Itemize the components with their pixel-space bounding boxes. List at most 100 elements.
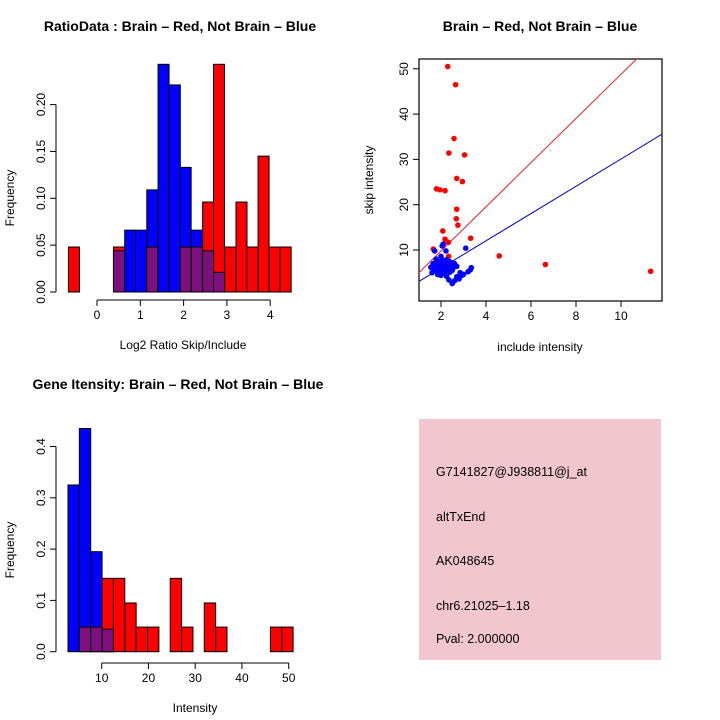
scatter-point-brain_red bbox=[453, 206, 460, 213]
scatter-point-brain_red bbox=[647, 268, 654, 275]
ratio-histogram-panel: RatioData : Brain – Red, Not Brain – Blu… bbox=[3, 18, 316, 352]
scatter-point-brain_red bbox=[467, 235, 474, 242]
hist-bar-not_brain_blue bbox=[157, 63, 170, 293]
hist-bar-brain_red bbox=[203, 602, 217, 653]
pval-text: Pval: 2.000000 bbox=[436, 632, 519, 646]
hist-bar-brain_red bbox=[281, 626, 294, 653]
y-tick-label: 10 bbox=[397, 243, 411, 257]
scatter-point-brain_red bbox=[440, 228, 446, 234]
hist-bar-overlap_purple bbox=[78, 626, 92, 653]
fit-line-not_brain_fit bbox=[418, 134, 662, 283]
hist-bar-brain_red bbox=[181, 626, 194, 653]
scatter-point-not_brain_blue bbox=[431, 248, 438, 254]
y-tick-label: 0.00 bbox=[34, 280, 48, 304]
hist-bar-brain_red bbox=[224, 246, 237, 293]
hist-bar-brain_red bbox=[67, 246, 80, 293]
y-tick-label: 0.0 bbox=[34, 643, 48, 660]
gene-histogram-title: Gene Itensity: Brain – Red, Not Brain – … bbox=[33, 376, 324, 392]
gene-info-panel: G7141827@J938811@j_at altTxEnd AK048645 … bbox=[419, 419, 661, 660]
scatter-point-brain_red bbox=[461, 152, 468, 158]
y-tick-label: 0.10 bbox=[34, 186, 48, 210]
ratio-histogram-xlabel: Log2 Ratio Skip/Include bbox=[120, 338, 247, 352]
scatter-point-brain_red bbox=[444, 63, 451, 70]
intensity-scatter-title: Brain – Red, Not Brain – Blue bbox=[443, 18, 638, 34]
y-tick-label: 30 bbox=[397, 152, 411, 166]
scatter-point-not_brain_blue bbox=[446, 277, 452, 283]
y-tick-label: 0.05 bbox=[34, 233, 48, 257]
hist-bar-brain_red bbox=[212, 63, 225, 293]
scatter-point-brain_red bbox=[437, 186, 443, 193]
scatter-point-brain_red bbox=[455, 222, 461, 228]
scatter-point-not_brain_blue bbox=[453, 263, 460, 270]
scatter-point-brain_red bbox=[452, 81, 459, 88]
hist-bar-brain_red bbox=[124, 602, 137, 653]
y-tick-label: 0.15 bbox=[34, 139, 48, 163]
x-tick-label: 10 bbox=[95, 671, 109, 685]
hist-bar-overlap_purple bbox=[146, 246, 159, 293]
hist-bar-brain_red bbox=[269, 626, 283, 653]
hist-bar-brain_red bbox=[147, 626, 160, 653]
scatter-point-brain_red bbox=[453, 215, 460, 222]
intensity-scatter-panel: Brain – Red, Not Brain – Blue skip inten… bbox=[362, 18, 663, 354]
y-tick-label: 0.1 bbox=[34, 592, 48, 609]
y-tick-label: 0.20 bbox=[34, 93, 48, 117]
hist-bar-brain_red bbox=[257, 155, 270, 293]
x-tick-label: 8 bbox=[573, 309, 580, 323]
hist-bar-overlap_purple bbox=[212, 271, 225, 293]
scatter-point-brain_red bbox=[445, 239, 452, 246]
hist-bar-brain_red bbox=[215, 626, 228, 653]
x-tick-label: 3 bbox=[224, 308, 231, 322]
scatter-point-brain_red bbox=[496, 253, 503, 259]
hist-bar-brain_red bbox=[268, 246, 281, 293]
gene-histogram-xlabel: Intensity bbox=[173, 701, 218, 715]
y-tick-label: 50 bbox=[397, 62, 411, 76]
hist-bar-overlap_purple bbox=[179, 246, 192, 293]
x-tick-label: 20 bbox=[142, 671, 156, 685]
hist-bar-not_brain_blue bbox=[168, 84, 181, 293]
scatter-point-not_brain_blue bbox=[440, 241, 447, 247]
ratio-histogram-plot: 0.00 0.05 0.10 0.15 0.20 0 1 2 3 4 bbox=[34, 63, 292, 322]
y-tick-label: 40 bbox=[397, 107, 411, 121]
fit-line-brain_fit bbox=[418, 58, 638, 274]
scatter-point-not_brain_blue bbox=[468, 264, 475, 271]
y-tick-label: 0.3 bbox=[34, 489, 48, 506]
scatter-point-not_brain_blue bbox=[460, 271, 467, 278]
x-tick-label: 4 bbox=[267, 308, 274, 322]
x-tick-label: 50 bbox=[282, 671, 296, 685]
hist-bar-brain_red bbox=[112, 577, 126, 653]
intensity-scatter-ylabel: skip intensity bbox=[362, 146, 376, 215]
x-tick-label: 4 bbox=[483, 309, 490, 323]
hist-bar-brain_red bbox=[246, 246, 259, 293]
locus-text: chr6.21025–1.18 bbox=[436, 599, 530, 613]
x-tick-label: 10 bbox=[614, 309, 628, 323]
scatter-point-brain_red bbox=[442, 187, 448, 194]
gene-histogram-plot: 0.0 0.1 0.2 0.3 0.4 10 20 30 40 50 bbox=[34, 428, 296, 685]
hist-bar-not_brain_blue bbox=[67, 484, 80, 653]
y-tick-label: 0.2 bbox=[34, 540, 48, 557]
probe-id-text: G7141827@J938811@j_at bbox=[436, 465, 587, 479]
scatter-point-not_brain_blue bbox=[451, 278, 458, 284]
ratio-histogram-title: RatioData : Brain – Red, Not Brain – Blu… bbox=[44, 18, 316, 34]
x-tick-label: 6 bbox=[528, 309, 535, 323]
hist-bar-brain_red bbox=[235, 201, 248, 293]
scatter-point-brain_red bbox=[446, 150, 452, 156]
scatter-point-brain_red bbox=[453, 175, 460, 182]
intensity-scatter-plot: 2 4 6 8 10 10 20 30 40 50 bbox=[397, 58, 663, 323]
x-tick-label: 30 bbox=[189, 671, 203, 685]
scatter-point-brain_red bbox=[542, 261, 549, 268]
scatter-point-not_brain_blue bbox=[462, 245, 469, 251]
hist-bar-overlap_purple bbox=[190, 246, 203, 293]
scatter-point-brain_red bbox=[459, 178, 466, 185]
ratio-histogram-ylabel: Frequency bbox=[3, 170, 17, 227]
y-tick-label: 0.4 bbox=[34, 438, 48, 455]
hist-bar-brain_red bbox=[169, 577, 183, 653]
gene-info-background bbox=[419, 419, 661, 660]
x-tick-label: 2 bbox=[438, 309, 445, 323]
hist-bar-not_brain_blue bbox=[124, 229, 137, 293]
hist-bar-not_brain_blue bbox=[135, 229, 148, 293]
intensity-scatter-xlabel: include intensity bbox=[497, 340, 582, 354]
hist-bar-overlap_purple bbox=[202, 250, 215, 293]
x-tick-label: 2 bbox=[180, 308, 187, 322]
gene-histogram-panel: Gene Itensity: Brain – Red, Not Brain – … bbox=[3, 376, 324, 715]
